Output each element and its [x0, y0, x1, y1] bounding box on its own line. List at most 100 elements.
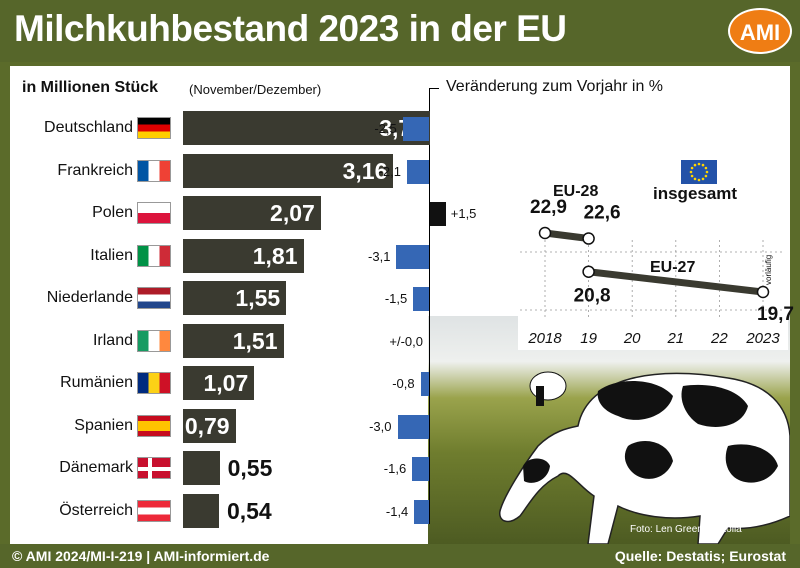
change-title: Veränderung zum Vorjahr in %	[446, 78, 664, 95]
value-label-frankreich: 3,16	[342, 157, 388, 184]
eu-flag-star-9	[697, 162, 701, 166]
country-label-d-nemark: Dänemark	[59, 459, 133, 476]
point-eu-27-2019	[582, 265, 595, 278]
inset-x-tick-2023: 2023	[745, 330, 780, 347]
flag-spanien	[137, 414, 171, 437]
inset-total-label: insgesamt	[653, 184, 737, 203]
country-label--sterreich: Österreich	[59, 501, 133, 519]
photo-credit: Foto: Len Green - Fotolia	[630, 524, 742, 535]
ami-logo: AMI	[728, 8, 792, 54]
series-name-eu-28: EU-28	[553, 183, 598, 200]
inset-x-tick-19: 19	[580, 330, 597, 347]
flag-deutschland	[137, 117, 171, 139]
change-bar-rum-nien	[420, 372, 429, 396]
country-label-rum-nien: Rumänien	[60, 374, 133, 391]
eu-flag-star-0	[705, 170, 709, 174]
inset-x-tick-2018: 2018	[527, 330, 562, 347]
change-label-frankreich: -2,1	[378, 163, 401, 179]
value-label-polen: 2,07	[270, 200, 315, 226]
change-label-irland: +/-0,0	[389, 333, 423, 349]
period-note: (November/Dezember)	[189, 82, 322, 97]
eu-flag-star-6	[689, 170, 693, 174]
provisional-note: vorläufig	[764, 255, 773, 285]
change-label-niederlande: -1,5	[384, 291, 408, 306]
series-name-eu-27: EU-27	[650, 259, 695, 276]
change-bar-d-nemark	[412, 457, 429, 481]
eu-flag-star-7	[690, 166, 694, 170]
eu-flag-star-3	[697, 178, 701, 182]
logo-text: AMI	[739, 20, 781, 45]
flag-italien	[137, 244, 171, 267]
footer-source: Quelle: Destatis; Eurostat	[614, 548, 786, 564]
change-bar-niederlande	[413, 287, 429, 311]
change-label-deutschland: -2,5	[374, 121, 397, 136]
series-line-eu-28	[541, 229, 593, 243]
bar-d-nemark	[183, 451, 220, 485]
value-label-eu-28-2018: 22,9	[530, 197, 567, 218]
change-bar-deutschland	[402, 117, 429, 141]
change-bar-italien	[396, 244, 429, 269]
header-bar	[0, 0, 800, 62]
flag-d-nemark	[137, 457, 172, 480]
change-label-italien: -3,1	[368, 248, 391, 264]
cow-photo	[428, 316, 790, 544]
value-label-d-nemark: 0,55	[227, 455, 273, 481]
footer-copyright: © AMI 2024/MI-I-219 | AMI-informiert.de	[12, 548, 270, 564]
eu-flag-star-11	[704, 166, 708, 170]
change-label-spanien: -3,0	[369, 418, 392, 434]
bar-polen	[183, 196, 321, 230]
eu-flag-star-4	[693, 177, 697, 181]
series-line-eu-27	[585, 268, 767, 296]
change-label--sterreich: -1,4	[385, 503, 409, 519]
footer-bar	[0, 544, 800, 568]
value-label-eu-27-2023: 19,7	[757, 304, 794, 325]
change-axis-tick	[429, 88, 439, 89]
eu-flag-star-1	[704, 174, 708, 178]
eu-flag-star-2	[701, 177, 705, 181]
flag-polen	[137, 202, 171, 224]
value-label-eu-27-2019: 20,8	[574, 286, 611, 307]
country-label-frankreich: Frankreich	[57, 161, 133, 179]
change-label-d-nemark: -1,6	[383, 461, 407, 476]
bar-rum-nien	[183, 366, 255, 400]
point-eu-28-2019	[582, 232, 595, 245]
eu-flag-star-8	[693, 163, 697, 167]
change-bar-spanien	[397, 414, 429, 439]
change-label-polen: +1,5	[450, 206, 477, 221]
inset-x-tick-21: 21	[666, 330, 684, 347]
country-label-italien: Italien	[90, 246, 133, 264]
flag-niederlande	[137, 287, 171, 309]
flag-irland	[137, 329, 171, 352]
change-bar-frankreich	[406, 159, 429, 184]
value-label-rum-nien: 1,07	[203, 370, 249, 396]
point-eu-27-2023	[756, 285, 770, 299]
value-label-irland: 1,51	[232, 327, 278, 354]
inset-x-tick-22: 22	[710, 330, 728, 347]
bar-irland	[183, 323, 284, 358]
country-label-deutschland: Deutschland	[44, 119, 133, 136]
eu-flag-star-10	[701, 163, 705, 167]
bar-frankreich	[183, 153, 394, 188]
page-title: Milchkuhbestand 2023 in der EU	[14, 8, 567, 49]
change-bar-polen	[430, 202, 446, 226]
eu-flag-star-5	[690, 174, 694, 178]
inset-background	[518, 152, 788, 350]
value-label-eu-28-2019: 22,6	[584, 203, 621, 224]
country-label-irland: Irland	[92, 331, 133, 349]
flag-frankreich	[137, 159, 171, 182]
value-label-italien: 1,81	[252, 242, 298, 269]
country-label-niederlande: Niederlande	[46, 289, 133, 306]
flag--sterreich	[137, 499, 171, 522]
country-label-polen: Polen	[92, 204, 133, 221]
change-label-rum-nien: -0,8	[392, 376, 415, 391]
bar-niederlande	[183, 281, 287, 315]
bar-deutschland	[183, 111, 430, 145]
value-label-niederlande: 1,55	[235, 285, 281, 311]
value-label-spanien: 0,79	[184, 412, 230, 439]
change-bar--sterreich	[414, 499, 429, 524]
bar-spanien	[183, 408, 236, 443]
bar-italien	[183, 238, 304, 273]
inset-x-tick-20: 20	[623, 330, 641, 347]
